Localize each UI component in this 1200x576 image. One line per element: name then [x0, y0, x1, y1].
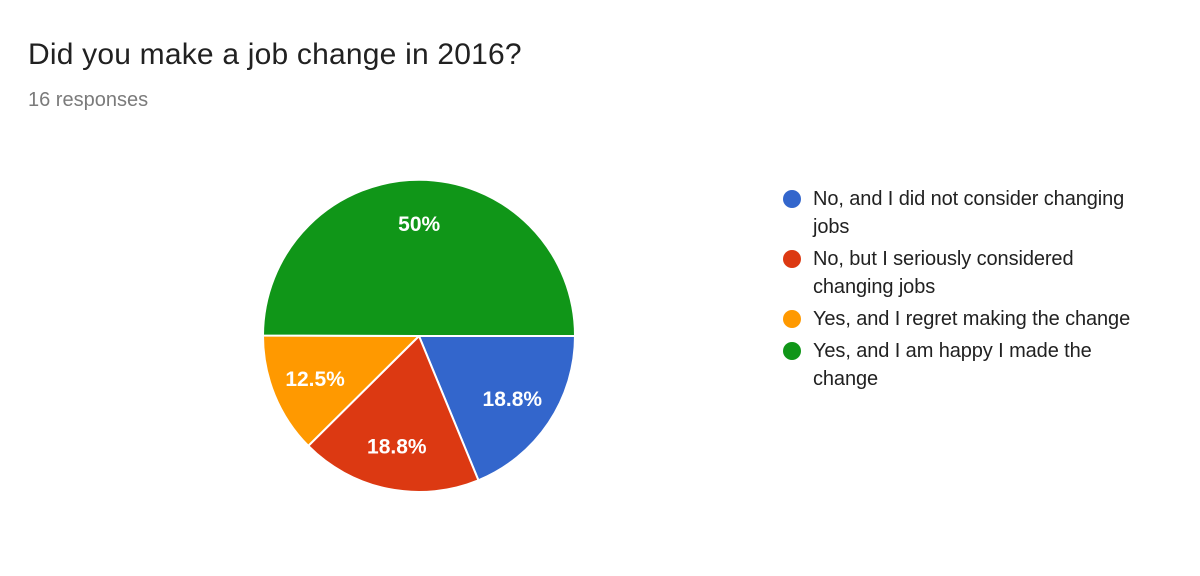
legend-swatch-icon — [783, 310, 801, 328]
legend-swatch-icon — [783, 190, 801, 208]
legend-item: Yes, and I am happy I made the change — [783, 337, 1155, 393]
legend-item-label: No, and I did not consider changing jobs — [813, 188, 1125, 238]
question-title: Did you make a job change in 2016? — [28, 38, 522, 71]
chart-header: Did you make a job change in 2016? 16 re… — [28, 36, 522, 112]
legend-item: No, but I seriously considered changing … — [783, 245, 1155, 301]
pie-chart-svg: 18.8% 18.8% 12.5% 50% — [261, 178, 576, 494]
legend: No, and I did not consider changing jobs… — [783, 185, 1155, 397]
legend-item-label: Yes, and I regret making the change — [813, 308, 1131, 330]
pie-slice-percent-label: 12.5% — [285, 368, 345, 391]
pie-chart: 18.8% 18.8% 12.5% 50% — [249, 166, 589, 506]
legend-item-label: No, but I seriously considered changing … — [813, 248, 1074, 298]
pie-slice-percent-label: 18.8% — [367, 435, 427, 458]
legend-item-label: Yes, and I am happy I made the change — [813, 340, 1092, 390]
pie-slice[interactable] — [418, 335, 576, 482]
legend-swatch-icon — [783, 342, 801, 360]
response-count: 16 responses — [28, 89, 149, 111]
pie-slice[interactable] — [261, 334, 420, 447]
legend-swatch-icon — [783, 250, 801, 268]
pie-slice-percent-label: 50% — [398, 213, 440, 236]
pie-slice[interactable] — [307, 335, 480, 494]
pie-slice-percent-label: 18.8% — [483, 388, 543, 411]
pie-slice[interactable] — [262, 178, 576, 337]
legend-item: Yes, and I regret making the change — [783, 305, 1155, 333]
legend-item: No, and I did not consider changing jobs — [783, 185, 1155, 241]
